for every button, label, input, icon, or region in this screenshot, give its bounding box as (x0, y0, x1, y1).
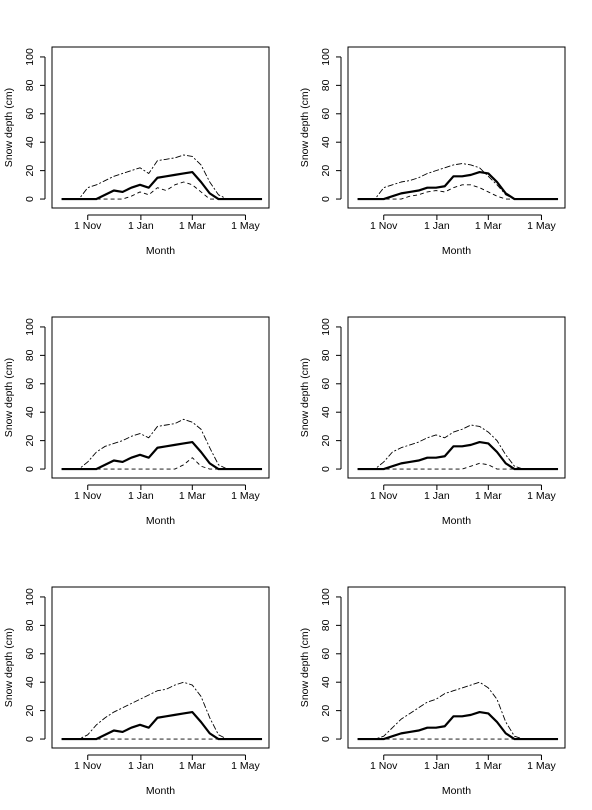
series-line (61, 181, 263, 200)
y-tick-label: 60 (320, 108, 332, 120)
x-tick-label: 1 May (231, 490, 260, 502)
y-tick-label: 20 (320, 435, 332, 447)
y-tick-label: 60 (320, 648, 332, 660)
x-tick-label: 1 Nov (370, 760, 398, 772)
y-tick-label: 100 (24, 588, 36, 606)
x-tick-label: 1 May (231, 220, 260, 232)
y-tick-label: 80 (24, 349, 36, 361)
y-tick-label: 60 (24, 648, 36, 660)
y-tick-label: 20 (24, 165, 36, 177)
y-tick-label: 100 (320, 48, 332, 66)
x-tick-label: 1 Jan (424, 220, 450, 232)
x-tick-label: 1 Mar (179, 490, 206, 502)
y-axis-label: Snow depth (cm) (299, 88, 311, 167)
y-tick-label: 60 (320, 378, 332, 390)
x-tick-label: 1 Nov (370, 490, 398, 502)
y-tick-label: 80 (320, 79, 332, 91)
series-line (357, 681, 559, 740)
y-axis-label: Snow depth (cm) (299, 628, 311, 707)
x-axis-label: Month (442, 515, 471, 527)
y-tick-label: 0 (320, 466, 332, 472)
x-tick-label: 1 Mar (475, 760, 502, 772)
x-axis-label: Month (146, 245, 175, 257)
x-tick-label: 1 May (527, 220, 556, 232)
plot-frame (347, 586, 566, 749)
x-tick-label: 1 Nov (74, 760, 102, 772)
y-tick-label: 80 (320, 619, 332, 631)
series-line (357, 462, 559, 470)
y-axis-label: Snow depth (cm) (3, 88, 15, 167)
x-tick-label: 1 Jan (128, 760, 154, 772)
y-tick-label: 40 (24, 136, 36, 148)
plot-frame (51, 46, 270, 209)
series-line (357, 163, 559, 200)
y-axis-label: Snow depth (cm) (3, 628, 15, 707)
series-line (357, 440, 559, 471)
x-tick-label: 1 Mar (475, 490, 502, 502)
y-tick-label: 20 (320, 705, 332, 717)
plot-frame (51, 316, 270, 479)
y-tick-label: 80 (24, 619, 36, 631)
y-tick-label: 20 (24, 705, 36, 717)
series-line (357, 170, 559, 201)
y-axis-label: Snow depth (cm) (3, 358, 15, 437)
plot-frame (347, 316, 566, 479)
x-tick-label: 1 Nov (370, 220, 398, 232)
x-tick-label: 1 Nov (74, 220, 102, 232)
y-tick-label: 40 (320, 406, 332, 418)
y-tick-label: 20 (24, 435, 36, 447)
series-line (357, 710, 559, 741)
x-tick-label: 1 Nov (74, 490, 102, 502)
x-tick-label: 1 May (231, 760, 260, 772)
plot-frame (51, 586, 270, 749)
x-axis-label: Month (146, 785, 175, 797)
y-axis-label: Snow depth (cm) (299, 358, 311, 437)
x-tick-label: 1 May (527, 760, 556, 772)
y-tick-label: 80 (320, 349, 332, 361)
series-line (61, 154, 263, 200)
y-tick-label: 0 (320, 196, 332, 202)
x-tick-label: 1 May (527, 490, 556, 502)
y-tick-label: 20 (320, 165, 332, 177)
series-line (61, 440, 263, 471)
y-tick-label: 0 (320, 736, 332, 742)
y-tick-label: 100 (320, 318, 332, 336)
x-axis-label: Month (442, 785, 471, 797)
x-tick-label: 1 Jan (424, 760, 450, 772)
x-axis-label: Month (442, 245, 471, 257)
x-tick-label: 1 Jan (128, 490, 154, 502)
x-tick-label: 1 Mar (179, 220, 206, 232)
y-tick-label: 100 (320, 588, 332, 606)
y-tick-label: 60 (24, 108, 36, 120)
y-tick-label: 80 (24, 79, 36, 91)
plot-frame (347, 46, 566, 209)
y-tick-label: 0 (24, 196, 36, 202)
x-tick-label: 1 Mar (179, 760, 206, 772)
x-tick-label: 1 Mar (475, 220, 502, 232)
y-tick-label: 0 (24, 736, 36, 742)
y-tick-label: 100 (24, 48, 36, 66)
series-line (61, 710, 263, 741)
y-tick-label: 40 (24, 676, 36, 688)
series-line (61, 457, 263, 470)
y-tick-label: 40 (24, 406, 36, 418)
y-tick-label: 40 (320, 136, 332, 148)
x-tick-label: 1 Jan (128, 220, 154, 232)
x-axis-label: Month (146, 515, 175, 527)
series-line (61, 681, 263, 740)
series-line (61, 418, 263, 470)
y-tick-label: 60 (24, 378, 36, 390)
x-tick-label: 1 Jan (424, 490, 450, 502)
series-line (61, 170, 263, 201)
y-tick-label: 0 (24, 466, 36, 472)
y-tick-label: 40 (320, 676, 332, 688)
y-tick-label: 100 (24, 318, 36, 336)
